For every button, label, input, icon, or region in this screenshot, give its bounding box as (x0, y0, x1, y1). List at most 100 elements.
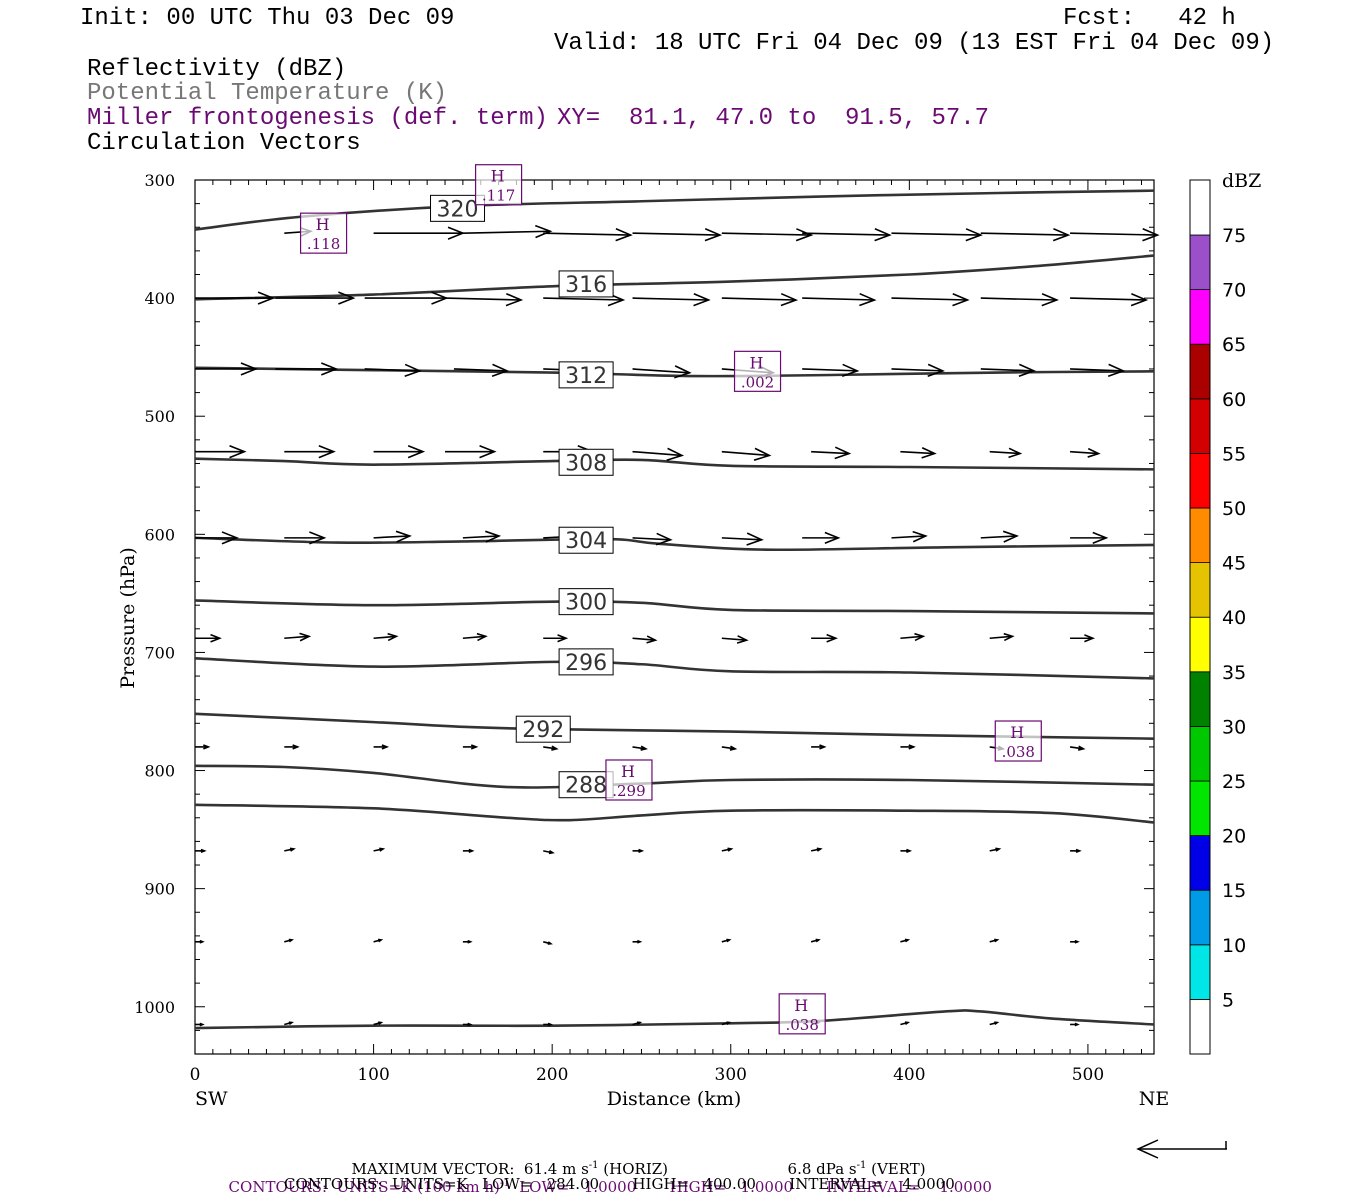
colorbar-segment (1189, 671, 1211, 727)
vector-shaft (543, 297, 624, 301)
vector-head (637, 939, 643, 944)
circulation-vector (891, 363, 945, 378)
circulation-vector (811, 446, 852, 460)
circulation-vector (1070, 1022, 1080, 1027)
label-box (558, 270, 614, 298)
theta-contour-label: 312 (558, 361, 614, 389)
vector-head (927, 363, 945, 378)
circulation-vector (721, 635, 749, 644)
high-value: .117 (482, 187, 515, 205)
vector-head (904, 938, 911, 943)
vector-shaft (632, 297, 709, 301)
high-letter: H (1010, 723, 1024, 742)
theta-contour-line (194, 657, 1155, 680)
vector-shaft (900, 450, 935, 455)
vector-head (795, 228, 814, 242)
vector-head (210, 633, 222, 643)
circulation-vector (373, 226, 466, 240)
theta-contour-label: 292 (515, 715, 571, 743)
field-potential-temperature: Potential Temperature (K) (87, 80, 448, 107)
circulation-vector (811, 744, 827, 750)
circulation-vector (284, 847, 296, 852)
theta-contour-line (194, 764, 1155, 789)
high-box (733, 350, 782, 392)
max-vector-vert-value: 6.8 dPa s (787, 1160, 857, 1178)
colorbar-label: 50 (1222, 498, 1246, 520)
circulation-vector (195, 744, 211, 750)
circulation-vector (543, 849, 555, 855)
vector-head (904, 1021, 911, 1026)
frontogenesis-high: H.038 (994, 720, 1042, 762)
x-tick-label: 400 (893, 1065, 925, 1085)
circulation-vector (543, 634, 569, 643)
vector-shaft (462, 535, 500, 539)
vector-head (221, 531, 239, 545)
vector-head (381, 744, 390, 750)
vector-head (1075, 848, 1082, 854)
colorbar-segment (1189, 452, 1211, 509)
circulation-vector (284, 1021, 294, 1026)
vector-shaft (1070, 368, 1124, 372)
vector-shaft (373, 635, 397, 640)
vector-head (199, 1022, 205, 1027)
circulation-vector (721, 745, 738, 751)
vector-shaft (543, 746, 557, 750)
circulation-vector (195, 1022, 205, 1027)
circulation-vector (632, 939, 643, 944)
x-tick-label: 100 (357, 1065, 389, 1085)
vector-head (914, 632, 926, 642)
vector-head (726, 938, 732, 943)
vector-head (638, 848, 645, 854)
theta-contour-labels: 320 316 312 308 304 300 296 292 288 (430, 194, 614, 799)
circulation-vector (284, 744, 300, 750)
vector-head (377, 938, 384, 943)
circulation-vector (721, 228, 814, 242)
vector-head (547, 941, 553, 945)
colorbar-label: 55 (1222, 443, 1246, 465)
frontogenesis-high: H.299 (605, 759, 653, 801)
circulation-vector (1070, 848, 1082, 854)
x-axis-right-end-label: NE (1139, 1088, 1170, 1110)
circulation-vector (721, 938, 732, 943)
circulation-vector (284, 938, 294, 943)
colorbar-segment (1189, 780, 1211, 836)
high-value: .002 (741, 373, 774, 391)
circulation-vector (980, 530, 1020, 543)
label-text: 300 (565, 591, 607, 616)
high-value: .299 (612, 782, 645, 800)
colorbar-segment (1189, 507, 1211, 563)
vector-shaft (802, 368, 858, 372)
colorbar-segment (1189, 726, 1211, 782)
circulation-vector (721, 532, 764, 546)
vector-shaft (1070, 297, 1147, 301)
circulation-vector (721, 447, 772, 461)
vector-shaft (364, 368, 420, 372)
circulation-vector (980, 292, 1059, 307)
field-reflectivity: Reflectivity (dBZ) (87, 56, 347, 83)
vector-head (874, 228, 892, 242)
circulation-vector (364, 363, 422, 378)
vector-head (921, 447, 937, 459)
vector-head (841, 363, 860, 378)
circulation-vector (462, 530, 502, 543)
circulation-vector (632, 447, 685, 461)
label-box (558, 448, 614, 476)
vector-head (1002, 530, 1020, 543)
high-box (778, 993, 826, 1035)
theta-contour-line (194, 803, 1155, 824)
vector-head (780, 292, 799, 307)
vector-shaft (632, 637, 656, 641)
vector-shaft (1069, 746, 1084, 750)
label-text: 308 (565, 451, 607, 476)
x-axis-title: Distance (km) (607, 1088, 742, 1110)
vector-head (387, 632, 399, 642)
vector-head (640, 745, 648, 751)
frontogenesis-high: H.117 (474, 164, 523, 206)
frontogenesis-contours-info: CONTOURS: UNITS=K (100 km h)-1 LOW= 1.00… (219, 1158, 992, 1196)
circulation-vector (802, 363, 860, 378)
vector-head (952, 292, 970, 307)
vector-head (292, 744, 300, 750)
theta-contour-label: 308 (558, 448, 614, 476)
high-box (605, 759, 653, 801)
circulation-vector (373, 938, 384, 943)
